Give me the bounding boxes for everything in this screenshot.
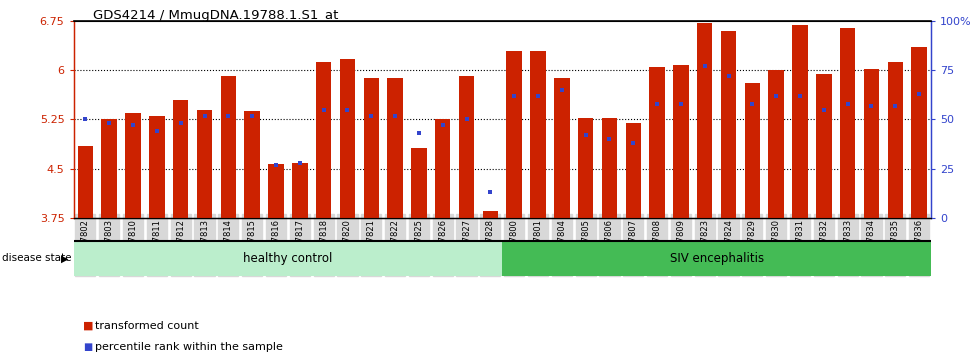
Bar	[125, 113, 141, 218]
Bar	[149, 116, 165, 218]
Bar	[502, 241, 931, 276]
Bar	[74, 241, 502, 276]
Bar	[340, 58, 355, 218]
Text: ■: ■	[83, 342, 92, 352]
Text: percentile rank within the sample: percentile rank within the sample	[95, 342, 283, 352]
Bar	[888, 63, 903, 218]
Bar	[102, 120, 117, 218]
Bar	[697, 23, 712, 218]
Bar	[554, 78, 569, 218]
Bar	[792, 24, 808, 218]
Bar	[364, 78, 379, 218]
Bar	[721, 31, 736, 218]
Bar	[172, 100, 188, 218]
Text: ■: ■	[83, 321, 94, 331]
Bar	[459, 76, 474, 218]
Bar	[911, 47, 927, 218]
Text: healthy control: healthy control	[243, 252, 332, 265]
Bar	[77, 146, 93, 218]
Bar	[220, 76, 236, 218]
Bar	[412, 148, 426, 218]
Text: GDS4214 / MmugDNA.19788.1.S1_at: GDS4214 / MmugDNA.19788.1.S1_at	[93, 9, 338, 22]
Bar	[768, 70, 784, 218]
Text: ▶: ▶	[61, 253, 69, 263]
Bar	[602, 118, 617, 218]
Bar	[387, 78, 403, 218]
Bar	[863, 69, 879, 218]
Bar	[507, 51, 522, 218]
Bar	[482, 211, 498, 218]
Bar	[625, 123, 641, 218]
Text: SIV encephalitis: SIV encephalitis	[669, 252, 763, 265]
Bar	[292, 163, 308, 218]
Bar	[816, 74, 832, 218]
Bar	[745, 84, 760, 218]
Bar	[840, 28, 856, 218]
Bar	[578, 118, 593, 218]
Bar	[316, 63, 331, 218]
Bar	[197, 110, 213, 218]
Bar	[673, 65, 689, 218]
Bar	[269, 164, 283, 218]
Bar	[244, 111, 260, 218]
Bar	[650, 67, 664, 218]
Text: disease state: disease state	[2, 253, 72, 263]
Bar	[530, 51, 546, 218]
Bar	[435, 120, 451, 218]
Text: transformed count: transformed count	[95, 321, 199, 331]
